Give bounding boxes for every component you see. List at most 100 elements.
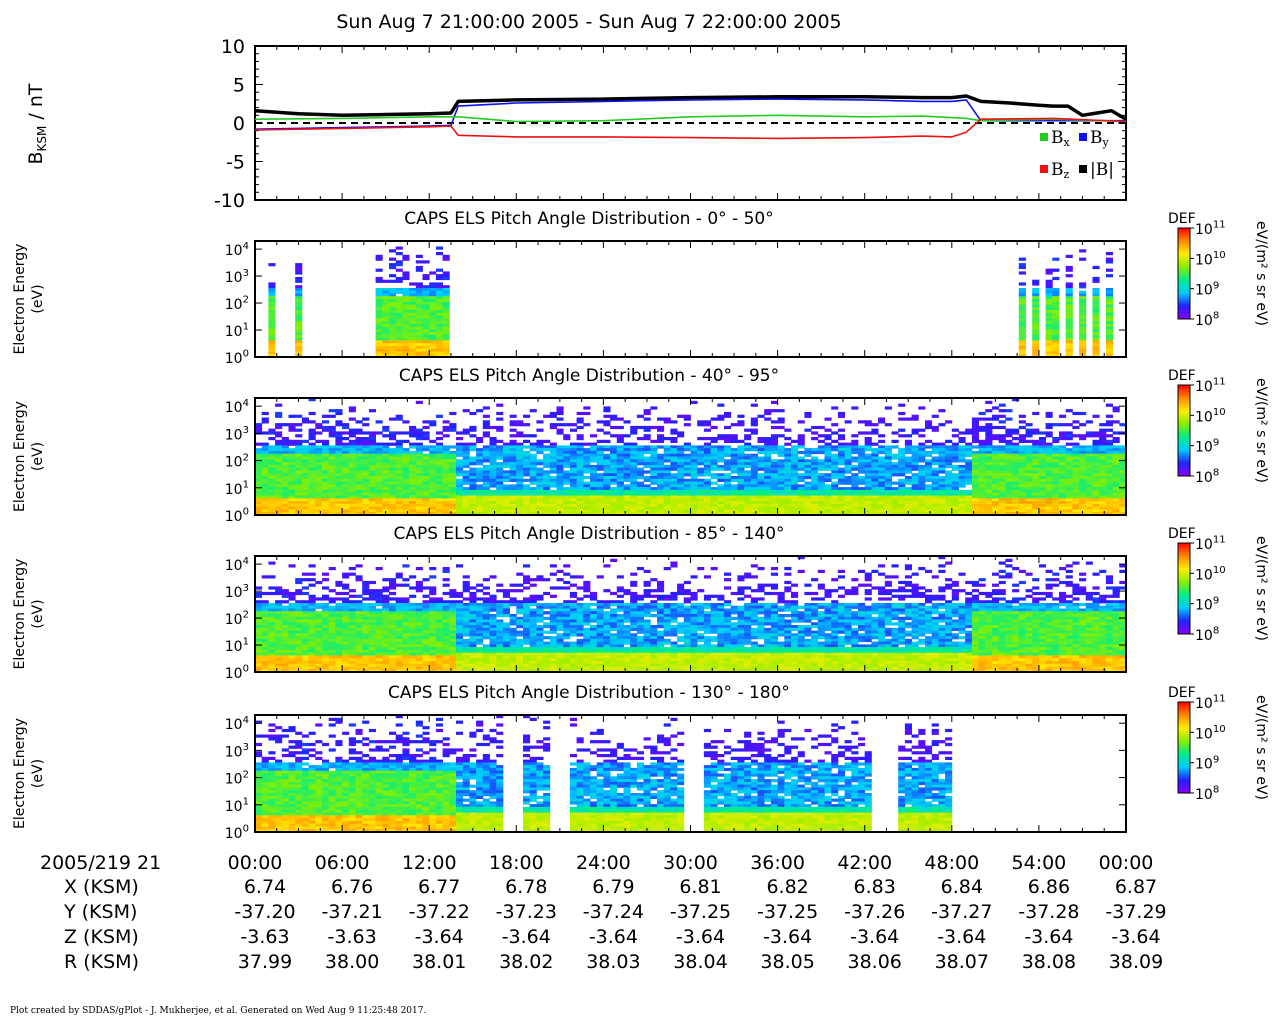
spectro-cell <box>630 506 638 510</box>
spectro-cell <box>643 448 651 452</box>
spectro-cell <box>322 476 330 480</box>
spectro-cell <box>703 473 711 477</box>
spectro-cell <box>442 346 450 350</box>
legend-swatch <box>1079 165 1087 173</box>
spectro-cell <box>429 315 437 319</box>
spectro-cell <box>295 473 303 477</box>
spectro-cell <box>442 334 450 339</box>
spectro-cell <box>308 442 316 446</box>
spectro-cell <box>469 459 477 463</box>
spectro-cell <box>737 456 745 460</box>
spectro-cell <box>757 459 765 463</box>
spectro-cell <box>891 445 899 449</box>
spectro-cell <box>1025 506 1033 510</box>
spectro-cell <box>837 478 845 482</box>
spectro-cell <box>409 512 417 516</box>
spectro-cell <box>402 307 410 311</box>
spectro-cell <box>1032 340 1040 344</box>
spectro-cell <box>703 481 711 485</box>
spectro-cell <box>1099 501 1107 505</box>
spectro-cell <box>523 506 531 510</box>
spectro-cell <box>1092 290 1100 294</box>
spectro-cell <box>657 503 665 508</box>
spectro-cell <box>275 456 283 460</box>
spectro-cell <box>864 509 872 513</box>
spectro-cell <box>409 492 417 496</box>
spectro-cell <box>858 503 866 508</box>
spectro-cell <box>342 476 350 480</box>
spectro-cell <box>1085 467 1093 471</box>
spectro-cell <box>724 467 732 471</box>
spectro-cell <box>945 473 953 477</box>
spectro-cell <box>576 495 584 499</box>
spectro-cell <box>831 464 839 469</box>
spectro-cell <box>938 470 946 474</box>
spectro-cell <box>1025 462 1033 466</box>
spectro-cell <box>1005 428 1013 432</box>
spectro-cell <box>295 318 303 322</box>
spectro-cell <box>1052 257 1060 261</box>
spectro-cell <box>322 512 330 516</box>
spectro-cell <box>1018 450 1026 455</box>
spectro-cell <box>529 459 537 463</box>
spectro-cell <box>931 456 939 460</box>
spectro-cell <box>918 501 926 505</box>
spectro-cell <box>1065 323 1073 328</box>
spectro-cell <box>650 503 658 508</box>
colorbar-tick-label: 1011 <box>1195 377 1226 395</box>
spectro-cell <box>737 495 745 499</box>
spectro-cell <box>1018 310 1026 314</box>
spectro-cell <box>1032 478 1040 482</box>
spectro-cell <box>502 501 510 505</box>
spectro-cell <box>368 456 376 460</box>
spectro-cell <box>402 276 410 281</box>
spectro-cell <box>275 611 283 615</box>
spectro-cell <box>931 462 939 466</box>
spectro-cell <box>971 445 979 449</box>
spectro-cell <box>824 478 832 482</box>
spectro-cell <box>415 445 423 449</box>
spectro-cell <box>1105 462 1113 466</box>
spectro-cell <box>791 462 799 466</box>
spectro-cell <box>764 478 772 482</box>
spectro-cell <box>549 470 557 474</box>
spectro-cell <box>462 448 470 452</box>
spectro-cell <box>837 411 845 416</box>
spectro-cell <box>911 503 919 508</box>
spectro-cell <box>1092 279 1100 283</box>
spectro-cell <box>375 254 383 258</box>
spectro-cell <box>288 492 296 496</box>
spectro-cell <box>958 501 966 505</box>
spectro-cell <box>482 487 490 491</box>
spectro-cell <box>958 453 966 457</box>
spectro-cell <box>1059 478 1067 482</box>
spectro-cell <box>442 476 450 480</box>
spectro-cell <box>295 498 303 502</box>
spectro-cell <box>556 489 564 494</box>
spectro-cell <box>288 627 296 631</box>
spectro-cell <box>429 459 437 463</box>
spectro-cell <box>275 603 283 607</box>
spectro-cell <box>663 495 671 499</box>
spectro-cell <box>261 619 269 623</box>
spectro-cell <box>288 625 296 629</box>
spectro-cell <box>476 501 484 505</box>
spectro-cell <box>596 506 604 510</box>
spectro-cell <box>777 476 785 480</box>
spectro-cell <box>717 464 725 469</box>
spectro-cell <box>898 450 906 455</box>
spectro-cell <box>590 481 598 485</box>
spectro-cell <box>435 459 443 463</box>
spectro-cell <box>395 450 403 455</box>
spectro-cell <box>308 638 316 643</box>
spectro-cell <box>301 512 309 516</box>
spectro-cell <box>389 434 397 438</box>
spectro-cell <box>315 470 323 474</box>
spectro-cell <box>690 445 698 449</box>
spectro-cell <box>529 476 537 480</box>
spectro-cell <box>1072 442 1080 446</box>
spectro-cell <box>362 481 370 485</box>
spectro-cell <box>1032 315 1040 319</box>
spectro-cell <box>429 487 437 491</box>
spectro-cell <box>596 456 604 460</box>
